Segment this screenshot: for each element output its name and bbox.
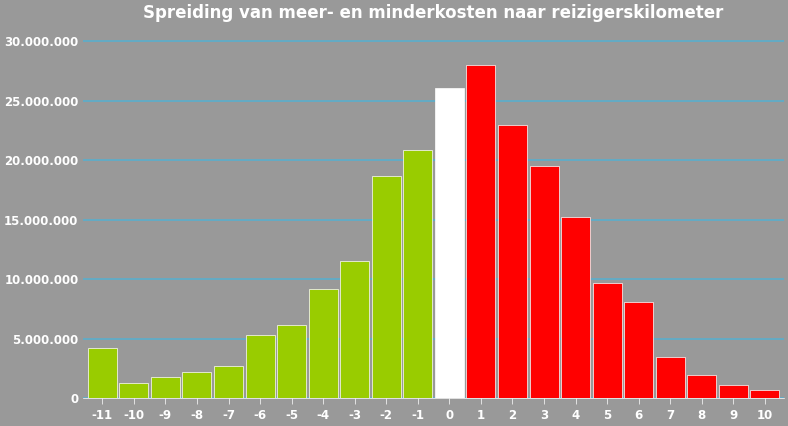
Bar xyxy=(87,348,117,398)
Bar xyxy=(561,217,590,398)
Title: Spreiding van meer- en minderkosten naar reizigerskilometer: Spreiding van meer- en minderkosten naar… xyxy=(143,4,724,22)
Bar xyxy=(624,302,653,398)
Bar xyxy=(214,366,243,398)
Bar xyxy=(530,166,559,398)
Bar xyxy=(119,383,148,398)
Bar xyxy=(750,390,779,398)
Bar xyxy=(498,124,527,398)
Bar xyxy=(719,386,748,398)
Bar xyxy=(372,176,401,398)
Bar xyxy=(151,377,180,398)
Bar xyxy=(687,374,716,398)
Bar xyxy=(403,150,433,398)
Bar xyxy=(656,357,685,398)
Bar xyxy=(309,289,338,398)
Bar xyxy=(435,88,464,398)
Bar xyxy=(246,335,274,398)
Bar xyxy=(340,262,370,398)
Bar xyxy=(593,283,622,398)
Bar xyxy=(466,65,496,398)
Bar xyxy=(277,325,307,398)
Bar xyxy=(183,372,211,398)
